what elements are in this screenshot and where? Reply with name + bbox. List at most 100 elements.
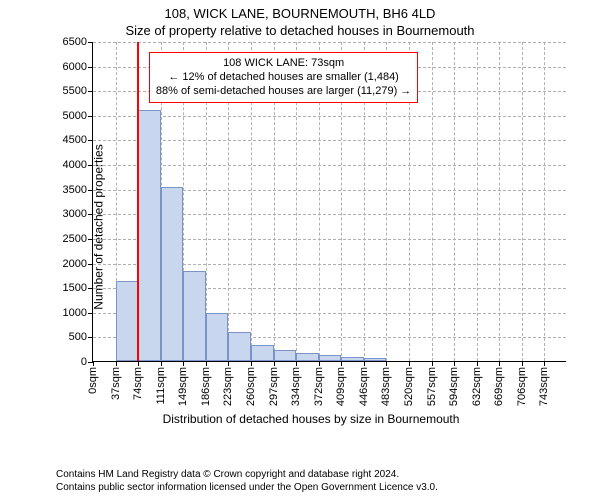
chart: Number of detached properties 0500100015… [56,42,566,412]
histogram-bar [116,281,139,361]
x-tick-label: 706sqm [516,367,528,406]
y-tick-mark [88,214,93,215]
grid-line-v [499,42,500,361]
x-tick-label: 446sqm [358,367,370,406]
annotation-line: ← 12% of detached houses are smaller (1,… [156,70,411,84]
grid-line-h [93,140,566,141]
x-tick-mark [116,361,117,366]
grid-line-v [544,42,545,361]
x-tick-mark [228,361,229,366]
x-tick-mark [93,361,94,366]
x-tick-mark [138,361,139,366]
footer-line1: Contains HM Land Registry data © Crown c… [56,469,438,482]
x-tick-label: 297sqm [268,367,280,406]
y-tick-mark [88,264,93,265]
y-tick-mark [88,140,93,141]
y-tick-label: 5500 [63,85,87,97]
x-tick-mark [432,361,433,366]
annotation-line: 108 WICK LANE: 73sqm [156,56,411,70]
annotation-line: 88% of semi-detached houses are larger (… [156,84,411,98]
grid-line-v [477,42,478,361]
y-tick-mark [88,337,93,338]
x-tick-label: 37sqm [110,367,122,400]
x-tick-mark [251,361,252,366]
x-tick-label: 669sqm [493,367,505,406]
x-tick-label: 0sqm [87,367,99,394]
histogram-bar [206,313,229,361]
plot-area: 0500100015002000250030003500400045005000… [92,42,566,362]
x-tick-label: 483sqm [380,367,392,406]
x-tick-mark [341,361,342,366]
y-tick-label: 6000 [63,61,87,73]
y-tick-mark [88,239,93,240]
x-tick-label: 260sqm [245,367,257,406]
histogram-bar [319,355,342,361]
histogram-bar [183,271,206,361]
x-tick-label: 743sqm [538,367,550,406]
y-tick-label: 1500 [63,282,87,294]
x-tick-mark [386,361,387,366]
x-tick-mark [296,361,297,366]
x-tick-mark [274,361,275,366]
footer: Contains HM Land Registry data © Crown c… [56,469,438,494]
y-tick-mark [88,116,93,117]
histogram-bar [364,358,387,361]
annotation-box: 108 WICK LANE: 73sqm← 12% of detached ho… [149,52,418,103]
x-tick-label: 111sqm [155,367,167,405]
x-tick-mark [364,361,365,366]
histogram-bar [161,187,184,361]
x-tick-label: 149sqm [177,367,189,406]
x-tick-label: 372sqm [313,367,325,406]
y-tick-label: 6500 [63,36,87,48]
x-tick-mark [161,361,162,366]
x-tick-mark [183,361,184,366]
histogram-bar [274,350,297,361]
x-tick-label: 409sqm [335,367,347,406]
x-tick-mark [522,361,523,366]
x-tick-mark [544,361,545,366]
grid-line-h [93,42,566,43]
y-tick-mark [88,165,93,166]
x-tick-label: 186sqm [200,367,212,406]
x-tick-mark [319,361,320,366]
y-tick-label: 4000 [63,159,87,171]
y-tick-label: 5000 [63,110,87,122]
x-tick-label: 632sqm [471,367,483,406]
x-tick-label: 557sqm [426,367,438,406]
grid-line-v [432,42,433,361]
grid-line-v [454,42,455,361]
x-tick-mark [499,361,500,366]
y-tick-mark [88,67,93,68]
y-tick-mark [88,313,93,314]
x-tick-mark [206,361,207,366]
y-tick-label: 2000 [63,258,87,270]
x-tick-label: 520sqm [403,367,415,406]
y-tick-label: 500 [69,331,87,343]
grid-line-v [522,42,523,361]
grid-line-h [93,165,566,166]
x-axis-label: Distribution of detached houses by size … [56,412,566,426]
y-tick-label: 4500 [63,134,87,146]
y-tick-label: 3500 [63,184,87,196]
histogram-bar [296,353,319,361]
x-tick-label: 74sqm [132,367,144,400]
main-title: 108, WICK LANE, BOURNEMOUTH, BH6 4LD [0,6,600,21]
y-tick-mark [88,91,93,92]
y-tick-mark [88,190,93,191]
x-tick-label: 334sqm [290,367,302,406]
histogram-bar [251,345,274,361]
y-tick-label: 2500 [63,233,87,245]
histogram-bar [341,357,364,361]
x-tick-mark [454,361,455,366]
histogram-bar [138,110,161,361]
x-tick-mark [477,361,478,366]
y-tick-mark [88,288,93,289]
x-tick-label: 594sqm [448,367,460,406]
x-tick-label: 223sqm [222,367,234,406]
x-tick-mark [409,361,410,366]
y-tick-label: 1000 [63,307,87,319]
histogram-bar [228,332,251,361]
footer-line2: Contains public sector information licen… [56,482,438,495]
grid-line-h [93,116,566,117]
y-tick-mark [88,42,93,43]
